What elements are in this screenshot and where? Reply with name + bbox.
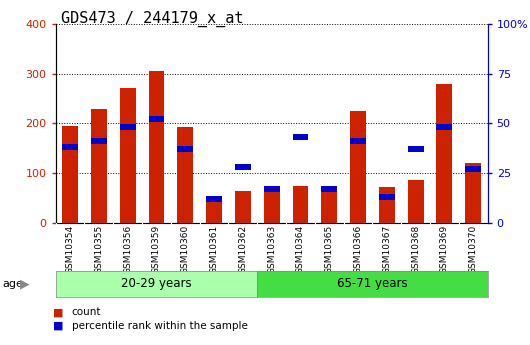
Bar: [437, 124, 452, 130]
Text: GSM10365: GSM10365: [325, 225, 334, 274]
Bar: [91, 109, 107, 223]
Text: GSM10360: GSM10360: [181, 225, 190, 274]
Bar: [408, 180, 423, 223]
Bar: [350, 138, 366, 144]
Bar: [293, 134, 308, 140]
Text: GSM10367: GSM10367: [382, 225, 391, 274]
Text: count: count: [72, 307, 101, 317]
Text: 65-71 years: 65-71 years: [337, 277, 408, 290]
Text: GSM10359: GSM10359: [152, 225, 161, 274]
Bar: [62, 144, 78, 150]
Bar: [62, 126, 78, 223]
Bar: [148, 116, 164, 122]
Bar: [178, 146, 193, 152]
Text: GSM10356: GSM10356: [123, 225, 132, 274]
Bar: [437, 84, 452, 223]
Bar: [235, 164, 251, 170]
Bar: [465, 163, 481, 223]
Bar: [408, 146, 423, 152]
Text: GSM10368: GSM10368: [411, 225, 420, 274]
Bar: [235, 191, 251, 223]
Bar: [321, 190, 337, 223]
Text: GSM10355: GSM10355: [94, 225, 103, 274]
Text: GDS473 / 244179_x_at: GDS473 / 244179_x_at: [61, 10, 243, 27]
Bar: [465, 166, 481, 172]
Text: GSM10364: GSM10364: [296, 225, 305, 274]
Bar: [379, 194, 395, 200]
Bar: [379, 187, 395, 223]
Bar: [350, 111, 366, 223]
Bar: [264, 186, 279, 192]
Text: 20-29 years: 20-29 years: [121, 277, 192, 290]
Bar: [120, 124, 136, 130]
Bar: [148, 71, 164, 223]
Bar: [264, 189, 279, 223]
Bar: [120, 88, 136, 223]
Text: GSM10362: GSM10362: [238, 225, 248, 274]
Text: GSM10361: GSM10361: [209, 225, 218, 274]
Bar: [293, 186, 308, 223]
Text: GSM10354: GSM10354: [66, 225, 75, 274]
Text: age: age: [3, 279, 23, 289]
Bar: [91, 138, 107, 144]
Bar: [321, 186, 337, 192]
Bar: [206, 196, 222, 202]
Text: percentile rank within the sample: percentile rank within the sample: [72, 321, 248, 331]
Text: GSM10369: GSM10369: [440, 225, 449, 274]
Text: GSM10366: GSM10366: [354, 225, 363, 274]
Bar: [206, 199, 222, 223]
Text: ■: ■: [53, 307, 64, 317]
Text: GSM10363: GSM10363: [267, 225, 276, 274]
Text: GSM10370: GSM10370: [469, 225, 478, 274]
Text: ▶: ▶: [20, 277, 30, 290]
Text: ■: ■: [53, 321, 64, 331]
Bar: [178, 127, 193, 223]
